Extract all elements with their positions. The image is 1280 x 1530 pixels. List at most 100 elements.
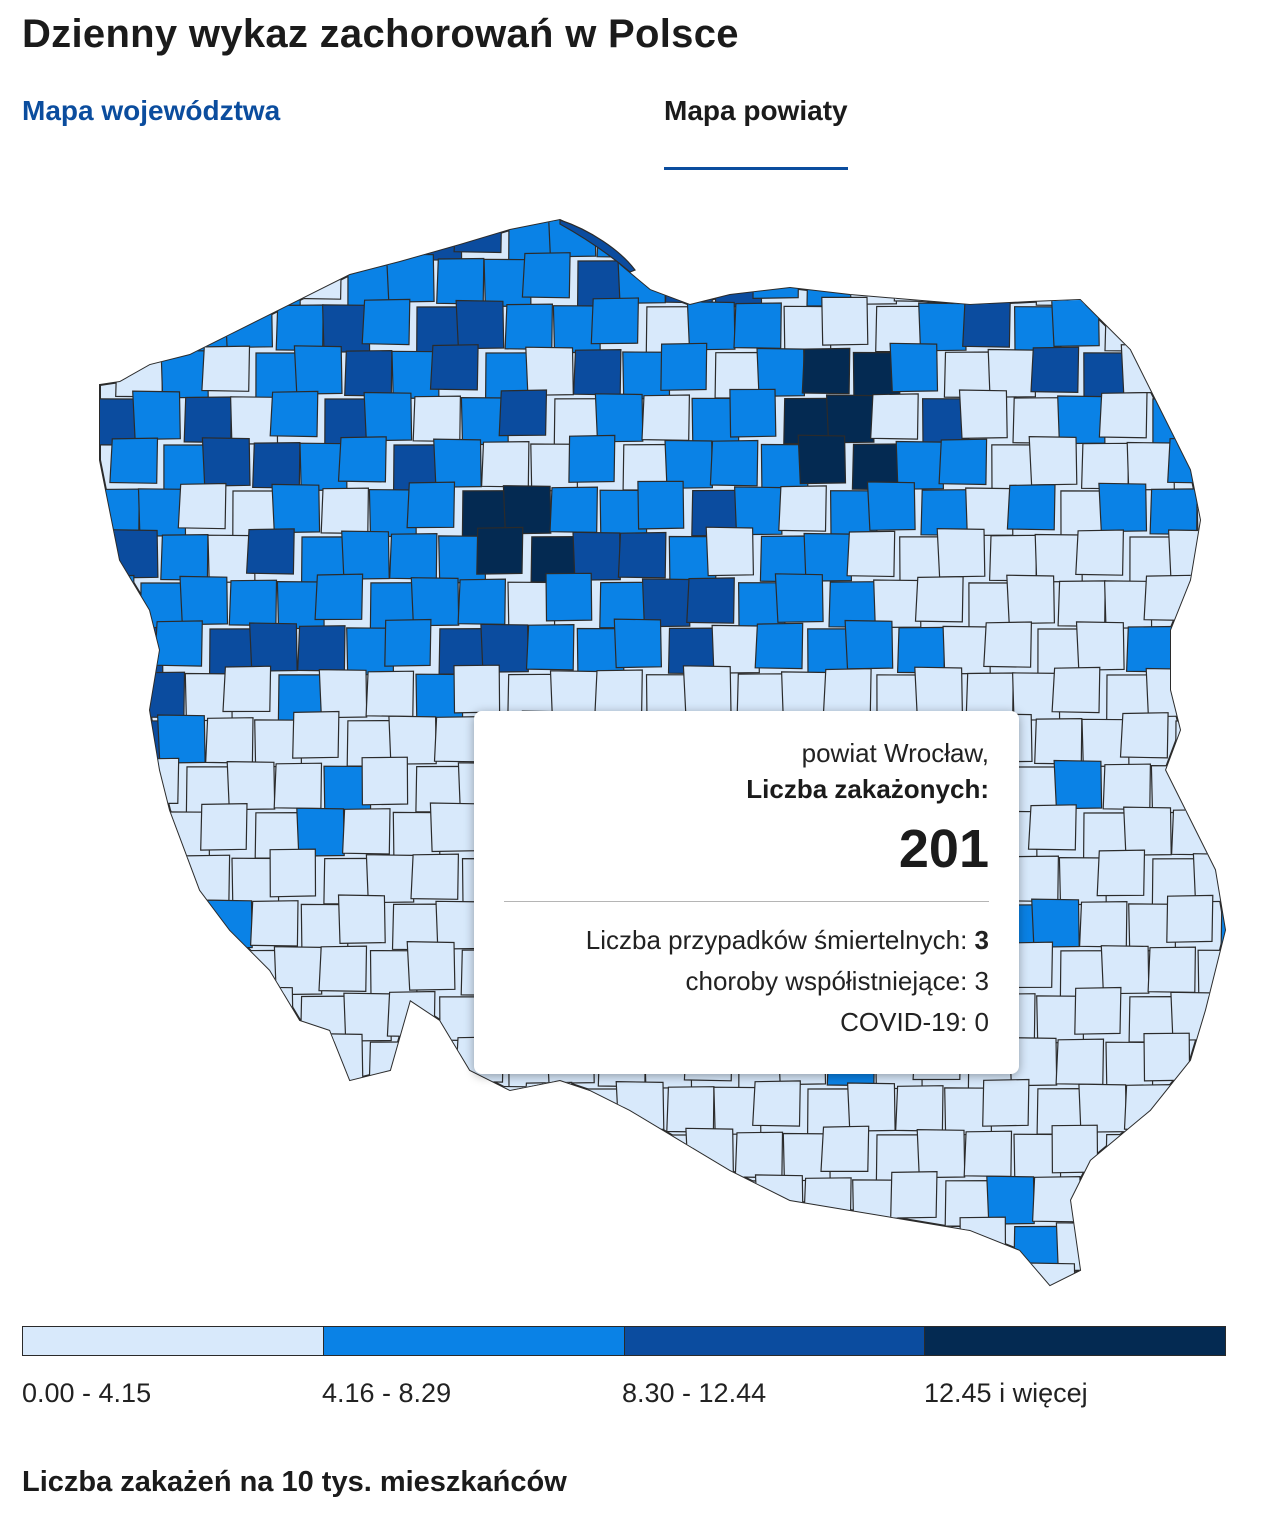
county-region[interactable] xyxy=(90,574,135,622)
county-region[interactable] xyxy=(482,1085,531,1135)
county-region[interactable] xyxy=(162,1272,211,1300)
county-region[interactable] xyxy=(1028,435,1078,486)
county-region[interactable] xyxy=(159,1176,208,1226)
county-region[interactable] xyxy=(642,1223,692,1271)
county-region[interactable] xyxy=(938,438,988,486)
county-region[interactable] xyxy=(412,1039,462,1089)
county-region[interactable] xyxy=(525,346,574,396)
county-region[interactable] xyxy=(505,1132,555,1180)
county-region[interactable] xyxy=(896,626,946,674)
county-region[interactable] xyxy=(393,1272,441,1300)
county-region[interactable] xyxy=(337,894,386,945)
county-region[interactable] xyxy=(754,1174,804,1224)
county-region[interactable] xyxy=(252,441,301,489)
county-region[interactable] xyxy=(228,579,278,627)
county-region[interactable] xyxy=(593,1219,643,1270)
county-region[interactable] xyxy=(660,1172,710,1219)
county-region[interactable] xyxy=(1120,344,1170,394)
county-region[interactable] xyxy=(134,852,184,903)
county-region[interactable] xyxy=(201,345,251,392)
county-region[interactable] xyxy=(568,1264,618,1300)
county-region[interactable] xyxy=(737,215,786,262)
county-region[interactable] xyxy=(728,1217,778,1265)
county-region[interactable] xyxy=(1218,349,1240,399)
county-region[interactable] xyxy=(778,210,828,259)
county-region[interactable] xyxy=(962,301,1011,348)
county-region[interactable] xyxy=(914,576,964,623)
county-region[interactable] xyxy=(529,1270,578,1300)
county-region[interactable] xyxy=(637,480,685,530)
county-region[interactable] xyxy=(591,1126,641,1174)
county-region[interactable] xyxy=(345,1178,394,1226)
county-region[interactable] xyxy=(344,349,393,397)
county-region[interactable] xyxy=(502,485,552,535)
county-region[interactable] xyxy=(846,530,896,578)
county-region[interactable] xyxy=(733,302,782,349)
county-region[interactable] xyxy=(499,1219,549,1266)
county-region[interactable] xyxy=(314,1032,364,1083)
county-region[interactable] xyxy=(1123,1083,1173,1131)
county-region[interactable] xyxy=(255,1180,303,1228)
county-region[interactable] xyxy=(983,621,1033,668)
county-region[interactable] xyxy=(1173,626,1222,676)
county-region[interactable] xyxy=(413,213,463,261)
county-region[interactable] xyxy=(944,259,993,308)
county-region[interactable] xyxy=(459,1224,509,1273)
county-region[interactable] xyxy=(384,618,432,667)
county-region[interactable] xyxy=(939,1268,989,1300)
county-region[interactable] xyxy=(525,623,575,671)
county-region[interactable] xyxy=(554,1226,602,1274)
county-region[interactable] xyxy=(1149,303,1198,353)
county-region[interactable] xyxy=(226,1037,276,1085)
county-region[interactable] xyxy=(498,389,548,437)
county-region[interactable] xyxy=(347,1088,395,1136)
county-region[interactable] xyxy=(207,1087,256,1135)
county-region[interactable] xyxy=(177,482,227,530)
county-region[interactable] xyxy=(271,1220,321,1267)
county-region[interactable] xyxy=(1174,1087,1223,1136)
county-region[interactable] xyxy=(431,1173,481,1221)
county-region[interactable] xyxy=(1053,759,1103,810)
county-region[interactable] xyxy=(1188,757,1236,805)
county-region[interactable] xyxy=(200,1263,250,1300)
county-region[interactable] xyxy=(1080,442,1130,490)
county-region[interactable] xyxy=(177,940,225,990)
county-region[interactable] xyxy=(226,760,276,811)
county-region[interactable] xyxy=(412,395,462,443)
county-region[interactable] xyxy=(429,344,479,391)
county-region[interactable] xyxy=(130,757,180,805)
county-region[interactable] xyxy=(1175,260,1223,308)
county-region[interactable] xyxy=(1172,350,1222,398)
county-region[interactable] xyxy=(549,486,599,534)
county-region[interactable] xyxy=(711,624,760,674)
county-region[interactable] xyxy=(112,991,161,1041)
county-region[interactable] xyxy=(202,1174,252,1222)
county-region[interactable] xyxy=(251,1084,300,1134)
county-region[interactable] xyxy=(92,488,140,536)
county-region[interactable] xyxy=(1100,945,1150,995)
county-region[interactable] xyxy=(797,1262,846,1300)
county-region[interactable] xyxy=(820,1125,870,1173)
county-region[interactable] xyxy=(1125,625,1175,673)
county-region[interactable] xyxy=(615,1080,665,1131)
county-region[interactable] xyxy=(160,533,209,581)
county-region[interactable] xyxy=(916,1128,966,1179)
county-region[interactable] xyxy=(179,575,229,626)
county-region[interactable] xyxy=(1190,299,1239,347)
county-region[interactable] xyxy=(482,1270,531,1300)
county-region[interactable] xyxy=(413,1224,463,1272)
county-region[interactable] xyxy=(269,390,319,438)
county-region[interactable] xyxy=(1057,580,1106,628)
county-region[interactable] xyxy=(1050,297,1100,348)
county-region[interactable] xyxy=(200,802,248,851)
county-region[interactable] xyxy=(846,1082,896,1132)
county-region[interactable] xyxy=(183,396,232,444)
county-region[interactable] xyxy=(1173,1179,1222,1227)
county-region[interactable] xyxy=(1217,533,1240,581)
county-region[interactable] xyxy=(292,1171,342,1222)
county-region[interactable] xyxy=(914,666,964,717)
county-region[interactable] xyxy=(889,342,939,393)
county-region[interactable] xyxy=(389,532,438,580)
county-region[interactable] xyxy=(337,436,387,483)
county-region[interactable] xyxy=(1215,714,1240,764)
